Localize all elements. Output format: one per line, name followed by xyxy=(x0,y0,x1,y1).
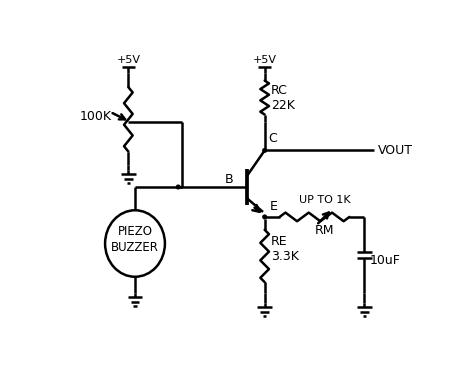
Text: UP TO 1K: UP TO 1K xyxy=(299,195,350,205)
Text: RE
3.3K: RE 3.3K xyxy=(271,235,299,262)
Text: +5V: +5V xyxy=(252,55,276,65)
Text: RC
22K: RC 22K xyxy=(271,84,294,112)
Text: 10uF: 10uF xyxy=(369,254,400,267)
Text: VOUT: VOUT xyxy=(378,144,413,157)
Text: RM: RM xyxy=(315,224,334,237)
Circle shape xyxy=(263,215,267,219)
Text: B: B xyxy=(225,173,234,186)
Text: +5V: +5V xyxy=(116,55,140,65)
Text: E: E xyxy=(269,200,277,214)
Circle shape xyxy=(263,149,267,152)
Text: 100K: 100K xyxy=(80,110,112,123)
Text: PIEZO
BUZZER: PIEZO BUZZER xyxy=(111,225,159,254)
Circle shape xyxy=(177,185,180,189)
Text: C: C xyxy=(268,132,277,145)
